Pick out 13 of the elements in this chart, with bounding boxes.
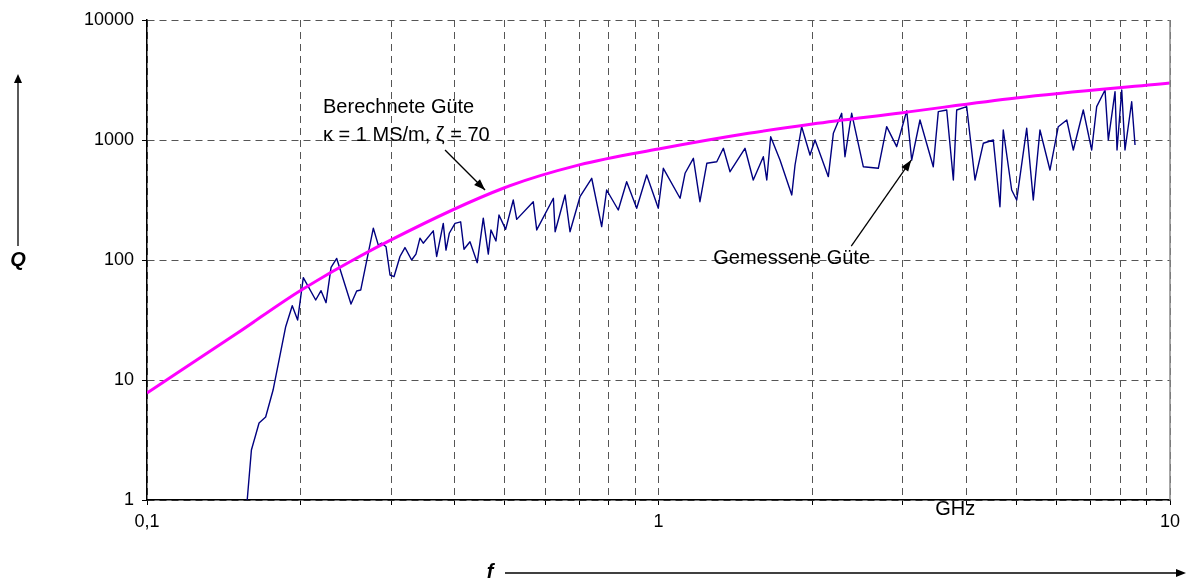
y-axis-title: Q [10,247,27,270]
annotation: Gemessene Güte [713,245,871,268]
y-tick-label: 1 [123,488,134,509]
x-axis-title: f [486,559,496,582]
y-tick-label: 10 [113,368,134,389]
x-tick-label: 0,1 [134,510,160,531]
annotation: GHz [935,496,976,519]
x-tick-label: 10 [1159,510,1181,531]
x-tick-label: 1 [653,510,664,531]
annotation: Berechnete Güte κ = 1 MS/m, ζ = 70 [323,94,490,145]
y-tick-label: 1000 [93,128,134,149]
y-tick-label: 100 [103,248,134,269]
y-tick-label: 10000 [83,8,134,29]
